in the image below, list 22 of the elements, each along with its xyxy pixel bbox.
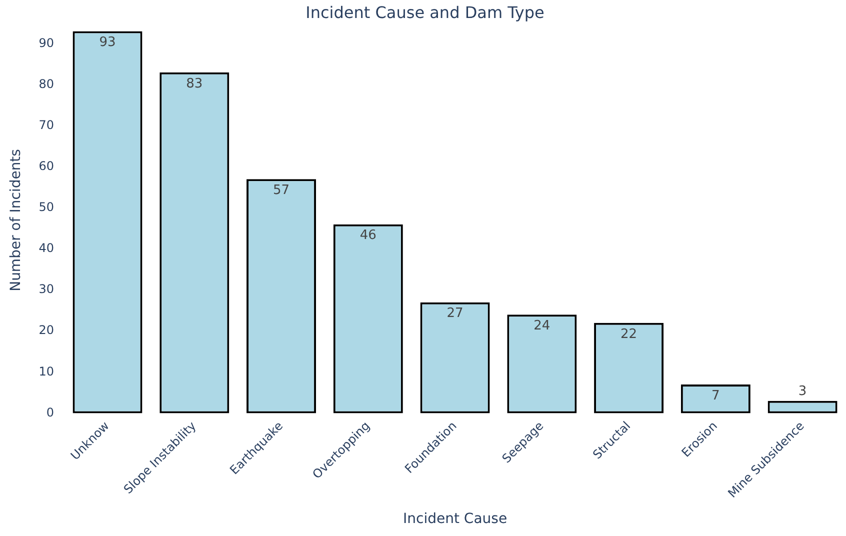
y-tick-label: 90 [38, 36, 54, 50]
data-label: 3 [798, 384, 807, 399]
y-tick-label: 30 [38, 282, 54, 296]
data-label: 46 [360, 228, 376, 244]
data-label: 7 [712, 388, 720, 404]
data-label: 57 [273, 183, 290, 198]
data-label: 24 [534, 318, 550, 334]
x-axis-title: Incident Cause [403, 511, 508, 528]
y-tick-label: 60 [38, 158, 54, 173]
y-tick-label: 0 [46, 405, 54, 420]
y-axis-title: Number of Incidents [8, 149, 24, 292]
y-tick-label: 80 [38, 76, 54, 91]
y-tick-label: 20 [38, 323, 54, 338]
data-label: 22 [620, 326, 638, 342]
y-tick-label: 50 [38, 200, 54, 214]
y-tick-label: 10 [38, 364, 54, 378]
data-label: 27 [446, 306, 464, 322]
data-label: 93 [99, 35, 116, 50]
y-tick-label: 70 [38, 118, 54, 132]
chart-title: Incident Cause and Dam Type [306, 2, 544, 22]
y-tick-label: 40 [38, 241, 54, 256]
data-label: 83 [186, 76, 203, 92]
